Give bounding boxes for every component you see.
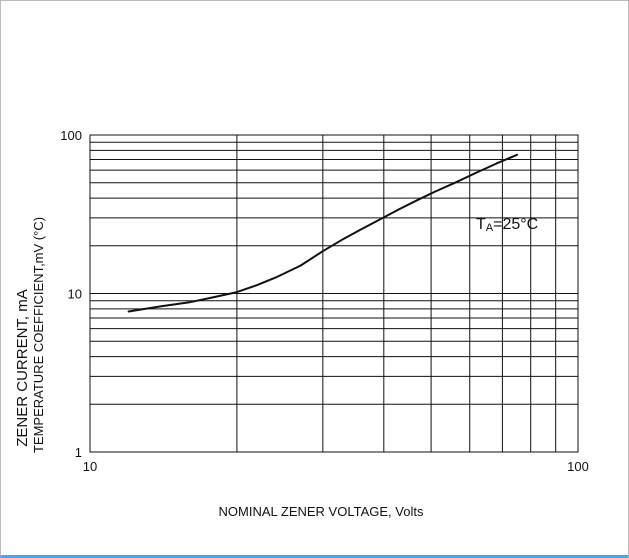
- grid: [90, 135, 578, 452]
- y-tick-label: 1: [75, 445, 82, 460]
- x-tick-label: 10: [83, 459, 97, 474]
- annotation-rest: =25°C: [493, 216, 538, 233]
- annotation-sub: A: [486, 222, 494, 234]
- annotation-main: T: [476, 216, 486, 233]
- temperature-annotation: TA=25°C: [476, 216, 538, 234]
- y-tick-label: 10: [68, 287, 82, 302]
- zener-curve-line: [127, 153, 518, 313]
- plot-border: [89, 134, 579, 453]
- y-axis-label-primary: ZENER CURRENT, mA: [14, 289, 31, 447]
- x-axis-label: NOMINAL ZENER VOLTAGE, Volts: [219, 504, 424, 519]
- y-axis-label-secondary: TEMPERATURE COEFFICIENT,mV (°C): [31, 217, 46, 453]
- series-layer: [127, 153, 518, 313]
- y-tick-label: 100: [60, 128, 82, 143]
- x-tick-label: 100: [567, 459, 589, 474]
